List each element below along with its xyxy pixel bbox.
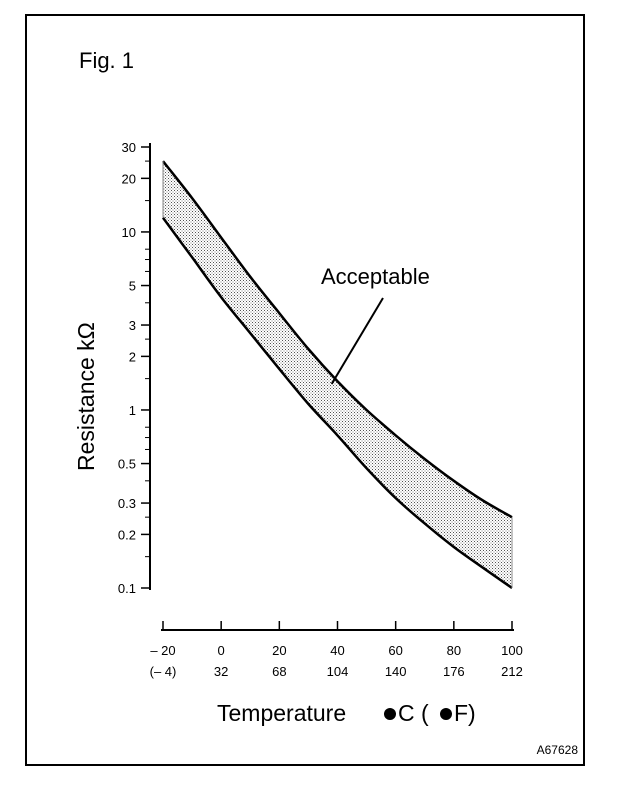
x-tick-label-f: 140 [385,664,407,679]
x-tick-label-c: 20 [272,643,286,658]
y-tick-label: 2 [129,349,136,364]
x-axis-unit-c: C ( [398,700,429,726]
x-axis-label-text: Temperature [217,700,346,726]
upper-limit-curve [162,160,513,519]
y-tick-label: 0.1 [118,581,136,596]
annotation-leader-line [330,297,384,385]
acceptable-band-layer [163,161,512,588]
x-tick-label-c: 40 [330,643,344,658]
annotation-layer: Acceptable [321,264,430,385]
y-tick-label: 1 [129,403,136,418]
y-axis-label: Resistance kΩ [73,322,99,471]
x-axis-unit-f: F) [454,700,476,726]
y-tick-label: 0.5 [118,457,136,472]
x-tick-label-f: 176 [443,664,465,679]
x-tick-label-f: (– 4) [150,664,177,679]
annotation-acceptable: Acceptable [321,264,430,289]
x-tick-label-f: 212 [501,664,523,679]
y-tick-label: 3 [129,318,136,333]
y-tick-label: 10 [122,225,136,240]
x-tick-label-c: 80 [447,643,461,658]
degree-bullet-icon [440,708,452,720]
x-tick-label-c: 0 [218,643,225,658]
y-tick-label: 5 [129,279,136,294]
acceptable-band [163,161,512,588]
x-tick-label-f: 104 [327,664,349,679]
lower-limit-curve [161,217,513,590]
figure-code: A67628 [537,743,579,757]
x-tick-label-c: 60 [388,643,402,658]
figure-frame: Fig. 1 30 20 10 5 3 2 1 0.5 0.3 0.2 0.1– 20 (– 4) 0 3… [25,14,585,766]
y-tick-label: 0.2 [118,527,136,542]
y-tick-label: 0.3 [118,496,136,511]
x-tick-label-f: 68 [272,664,286,679]
y-tick-label: 20 [122,171,136,186]
y-tick-label: 30 [122,140,136,155]
curve-layer [161,160,513,590]
degree-bullet-icon [384,708,396,720]
x-tick-label-f: 32 [214,664,228,679]
x-tick-label-c: – 20 [150,643,175,658]
figure-label: Fig. 1 [79,48,134,73]
x-axis-label: Temperature [217,700,346,726]
x-tick-label-c: 100 [501,643,523,658]
